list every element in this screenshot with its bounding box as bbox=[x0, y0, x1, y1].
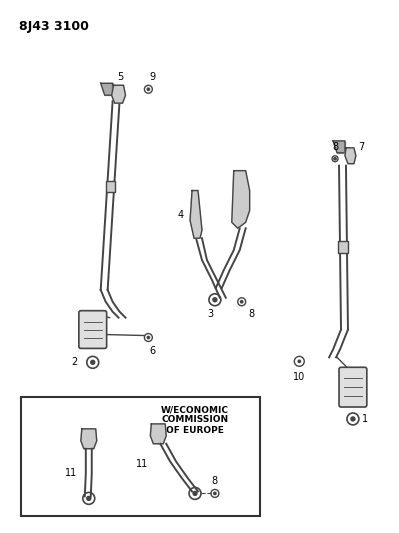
Text: 7: 7 bbox=[358, 142, 364, 152]
Polygon shape bbox=[232, 171, 250, 228]
Text: 1: 1 bbox=[362, 414, 368, 424]
Text: 4: 4 bbox=[177, 211, 183, 220]
Text: 10: 10 bbox=[293, 372, 305, 382]
Text: 11: 11 bbox=[136, 458, 148, 469]
Polygon shape bbox=[112, 85, 126, 103]
Circle shape bbox=[298, 360, 300, 362]
Circle shape bbox=[213, 298, 217, 302]
Polygon shape bbox=[190, 190, 202, 238]
Circle shape bbox=[214, 492, 216, 495]
Text: W/ECONOMIC
COMMISSION
OF EUROPE: W/ECONOMIC COMMISSION OF EUROPE bbox=[161, 405, 229, 435]
FancyBboxPatch shape bbox=[79, 311, 107, 349]
Polygon shape bbox=[81, 429, 97, 449]
Circle shape bbox=[193, 491, 197, 495]
Text: 3: 3 bbox=[207, 309, 213, 319]
Bar bbox=[106, 181, 115, 191]
FancyBboxPatch shape bbox=[339, 367, 367, 407]
Circle shape bbox=[147, 88, 150, 91]
FancyBboxPatch shape bbox=[21, 397, 260, 516]
Polygon shape bbox=[150, 424, 166, 444]
Circle shape bbox=[147, 336, 150, 338]
Text: 8: 8 bbox=[212, 477, 218, 487]
Text: 11: 11 bbox=[65, 467, 77, 478]
Circle shape bbox=[351, 417, 355, 421]
Circle shape bbox=[334, 158, 336, 160]
Circle shape bbox=[87, 496, 91, 500]
Text: 2: 2 bbox=[72, 357, 78, 367]
Circle shape bbox=[241, 301, 243, 303]
Polygon shape bbox=[345, 148, 356, 164]
Bar bbox=[338, 241, 348, 253]
Text: 5: 5 bbox=[117, 72, 124, 82]
Text: 8J43 3100: 8J43 3100 bbox=[19, 20, 89, 33]
Circle shape bbox=[91, 360, 95, 365]
Polygon shape bbox=[101, 83, 113, 95]
Text: 8: 8 bbox=[249, 309, 255, 319]
Text: 9: 9 bbox=[149, 72, 155, 82]
Text: 8: 8 bbox=[332, 142, 338, 152]
Text: 6: 6 bbox=[149, 346, 155, 357]
Polygon shape bbox=[333, 141, 345, 153]
